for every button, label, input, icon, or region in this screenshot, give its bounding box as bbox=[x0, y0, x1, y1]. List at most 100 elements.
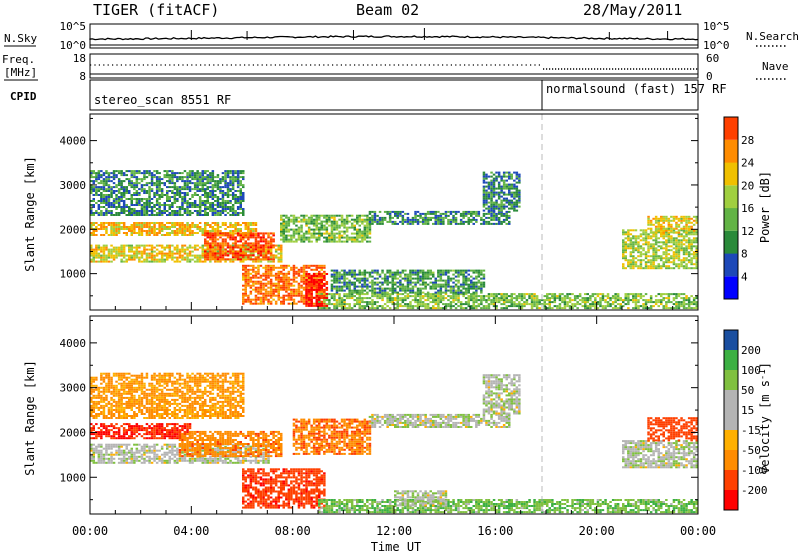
heatmap-cell bbox=[323, 214, 326, 217]
heatmap-cell bbox=[363, 230, 367, 233]
heatmap-cell bbox=[166, 194, 169, 196]
heatmap-cell bbox=[487, 303, 491, 306]
heatmap-cell bbox=[388, 210, 392, 213]
heatmap-cell bbox=[632, 243, 635, 246]
heatmap-cell bbox=[475, 305, 478, 308]
heatmap-cell bbox=[216, 182, 220, 185]
heatmap-cell bbox=[639, 239, 643, 242]
heatmap-cell bbox=[125, 204, 128, 206]
heatmap-cell bbox=[495, 222, 498, 225]
heatmap-cell bbox=[130, 186, 133, 189]
heatmap-cell bbox=[343, 218, 346, 221]
heatmap-cell bbox=[361, 305, 364, 308]
heatmap-cell bbox=[444, 212, 448, 215]
heatmap-cell bbox=[363, 275, 367, 278]
heatmap-cell bbox=[419, 297, 422, 300]
heatmap-cell bbox=[353, 291, 356, 294]
heatmap-cell bbox=[414, 273, 417, 276]
heatmap-cell bbox=[242, 300, 245, 303]
heatmap-cell bbox=[315, 224, 318, 227]
heatmap-cell bbox=[540, 299, 544, 302]
heatmap-cell bbox=[492, 193, 496, 196]
heatmap-cell bbox=[639, 251, 643, 254]
heatmap-cell bbox=[249, 236, 253, 239]
heatmap-cell bbox=[145, 244, 149, 247]
heatmap-cell bbox=[120, 198, 123, 200]
heatmap-cell bbox=[254, 298, 258, 301]
heatmap-cell bbox=[490, 201, 493, 204]
heatmap-cell bbox=[160, 254, 164, 257]
heatmap-cell bbox=[254, 236, 258, 239]
heatmap-cell bbox=[548, 301, 551, 304]
heatmap-cell bbox=[368, 230, 372, 233]
heatmap-cell bbox=[642, 237, 645, 240]
heatmap-cell bbox=[439, 214, 443, 217]
heatmap-cell bbox=[143, 252, 146, 255]
heatmap-cell bbox=[475, 293, 478, 296]
heatmap-cell bbox=[173, 226, 177, 228]
heatmap-cell bbox=[437, 299, 440, 302]
heatmap-cell bbox=[295, 218, 298, 221]
heatmap-cell bbox=[454, 269, 458, 272]
heatmap-cell bbox=[340, 269, 344, 272]
heatmap-cell bbox=[224, 208, 227, 210]
heatmap-cell bbox=[449, 210, 453, 213]
heatmap-cell bbox=[500, 205, 503, 208]
heatmap-cell bbox=[204, 214, 207, 216]
heatmap-cell bbox=[459, 222, 463, 225]
heatmap-cell bbox=[196, 174, 199, 177]
heatmap-cell bbox=[366, 293, 369, 296]
heatmap-cell bbox=[416, 273, 420, 276]
heatmap-cell bbox=[135, 226, 139, 228]
heatmap-cell bbox=[211, 174, 215, 177]
heatmap-cell bbox=[176, 186, 179, 189]
heatmap-cell bbox=[627, 229, 630, 232]
heatmap-cell bbox=[424, 222, 427, 225]
heatmap-cell bbox=[401, 271, 405, 274]
heatmap-cell bbox=[125, 232, 128, 234]
heatmap-cell bbox=[535, 301, 539, 304]
heatmap-cell bbox=[639, 293, 643, 296]
heatmap-cell bbox=[158, 172, 161, 175]
heatmap-cell bbox=[115, 226, 118, 228]
heatmap-cell bbox=[634, 257, 638, 260]
heatmap-cell bbox=[454, 295, 458, 298]
heatmap-cell bbox=[307, 236, 311, 239]
heatmap-cell bbox=[500, 297, 503, 300]
heatmap-cell bbox=[363, 307, 367, 310]
heatmap-cell bbox=[459, 301, 463, 304]
heatmap-cell bbox=[553, 305, 557, 308]
heatmap-cell bbox=[97, 204, 101, 206]
heatmap-cell bbox=[502, 220, 506, 223]
heatmap-cell bbox=[249, 224, 253, 226]
heatmap-cell bbox=[442, 212, 445, 215]
heatmap-cell bbox=[102, 188, 106, 191]
heatmap-cell bbox=[670, 293, 673, 296]
heatmap-cell bbox=[102, 190, 106, 192]
heatmap-cell bbox=[135, 178, 139, 181]
heatmap-cell bbox=[470, 307, 473, 310]
heatmap-cell bbox=[442, 222, 445, 225]
heatmap-cell bbox=[406, 277, 410, 280]
heatmap-cell bbox=[578, 299, 582, 302]
heatmap-cell bbox=[280, 276, 283, 279]
heatmap-cell bbox=[173, 260, 177, 263]
heatmap-cell bbox=[325, 295, 329, 298]
heatmap-cell bbox=[92, 258, 95, 261]
heatmap-cell bbox=[247, 278, 250, 281]
heatmap-cell bbox=[140, 190, 144, 192]
heatmap-cell bbox=[219, 248, 222, 251]
heatmap-cell bbox=[462, 212, 465, 215]
heatmap-cell bbox=[411, 287, 415, 290]
heatmap-cell bbox=[277, 270, 280, 273]
heatmap-cell bbox=[269, 258, 273, 261]
heatmap-cell bbox=[110, 202, 113, 204]
heatmap-cell bbox=[176, 176, 179, 179]
heatmap-cell bbox=[117, 200, 121, 202]
heatmap-cell bbox=[637, 293, 640, 296]
heatmap-cell bbox=[209, 210, 212, 212]
heatmap-cell bbox=[624, 295, 627, 298]
heatmap-cell bbox=[343, 277, 346, 280]
heatmap-cell bbox=[173, 172, 177, 175]
heatmap-cell bbox=[206, 244, 209, 247]
